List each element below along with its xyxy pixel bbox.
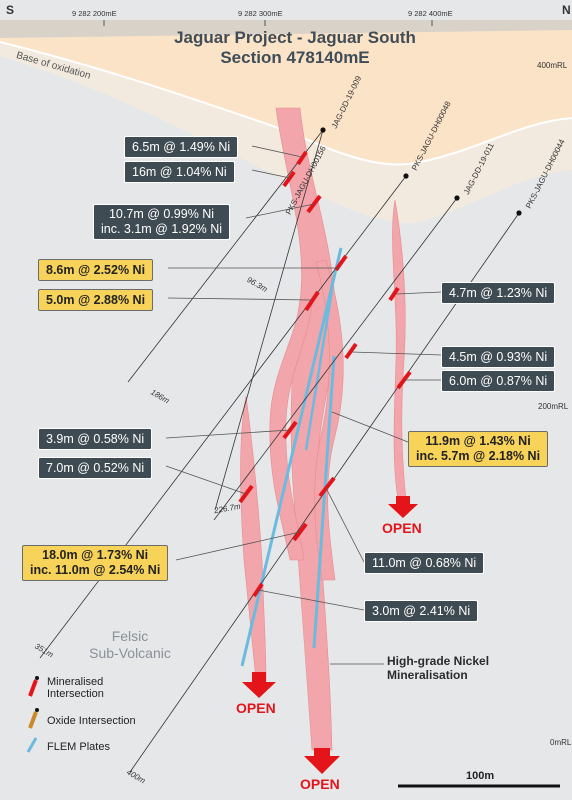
mineralised-intersection [318, 476, 336, 498]
mineralised-intersection [296, 150, 308, 166]
legend-oxide-symbol [28, 711, 38, 729]
intercept-label-highlight: 18.0m @ 1.73% Ni [42, 548, 149, 562]
legend-flem-label: FLEM Plates [47, 741, 110, 753]
intercept-label: 4.7m @ 1.23% Ni [441, 282, 556, 304]
open-label-west: OPEN [236, 700, 276, 716]
intercept-label: 6.5m @ 1.49% Ni [124, 136, 239, 158]
scale-label: 100m [466, 770, 495, 782]
diagram-title: Jaguar Project - Jaguar South [174, 28, 416, 47]
flem-plate [312, 355, 336, 649]
surface-band [0, 20, 572, 38]
flem-plate [240, 247, 343, 667]
legend-mineralised-symbol [28, 679, 38, 697]
intercept-label-highlight: 5.0m @ 2.88% Ni [38, 289, 154, 311]
legend-mineralised-line-1: Mineralised [47, 676, 104, 688]
collar [516, 210, 522, 216]
leader-line [165, 429, 291, 439]
drill-trace-3 [39, 175, 407, 659]
leader-line [331, 411, 409, 443]
leader-line [245, 203, 315, 219]
leader-line [251, 145, 303, 158]
rock-type-line-1: Felsic [111, 628, 149, 644]
legend-oxide-label: Oxide Intersection [47, 715, 136, 727]
rl-400: 400mRL [537, 61, 568, 70]
open-arrow-main [304, 748, 340, 774]
collar [320, 127, 326, 133]
leader-line [325, 487, 365, 563]
drill-trace-4 [213, 197, 458, 521]
intercept-label-highlight: inc. 5.7m @ 2.18% Ni [416, 449, 541, 463]
intercept-label: 10.7m @ 0.99% Ni [108, 207, 215, 221]
legend-mineralised-line-2: Intersection [47, 688, 104, 700]
intercept-label-highlight: 8.6m @ 2.52% Ni [38, 259, 154, 281]
mineralised-intersection [344, 342, 358, 360]
intercept-label-highlight: inc. 11.0m @ 2.54% Ni [30, 563, 161, 577]
grid-easting-2: 9 282 300mE [238, 9, 283, 18]
rl-0: 0mRL [550, 738, 572, 747]
intercept-label: 16m @ 1.04% Ni [124, 161, 235, 183]
intercept-label: inc. 3.1m @ 1.92% Ni [101, 222, 223, 236]
mineralisation-line-1: High-grade Nickel [387, 654, 490, 668]
intercept-label: 11.0m @ 0.68% Ni [364, 552, 485, 574]
collar [454, 195, 460, 201]
intercept-label: 7.0m @ 0.52% Ni [38, 457, 153, 479]
grid-easting-3: 9 282 400mE [408, 9, 453, 18]
legend-oxide-collar [35, 708, 39, 712]
base-of-oxidation-line [0, 41, 572, 166]
corner-south: S [6, 3, 15, 17]
intercept-label-highlight-pair: 11.9m @ 1.43% Ni inc. 5.7m @ 2.18% Ni [408, 431, 549, 467]
open-label-east: OPEN [382, 520, 422, 536]
open-arrow-east [388, 496, 418, 518]
intercept-label: 3.9m @ 0.58% Ni [38, 428, 153, 450]
intercept-label-highlight-pair: 18.0m @ 1.73% Ni inc. 11.0m @ 2.54% Ni [22, 545, 169, 581]
grid-easting-1: 9 282 200mE [72, 9, 117, 18]
intercept-label: 3.0m @ 2.41% Ni [364, 600, 479, 622]
rl-200: 200mRL [538, 402, 569, 411]
intercept-label-highlight: 11.9m @ 1.43% Ni [425, 434, 531, 448]
collar [403, 173, 409, 179]
leader-line [251, 169, 291, 179]
mineralised-intersection [282, 170, 296, 188]
leader-line [257, 589, 365, 611]
ore-lens-west [240, 395, 267, 681]
mineralisation-line-2: Mineralisation [387, 668, 468, 682]
intercept-label: 6.0m @ 0.87% Ni [441, 370, 556, 392]
rock-type-label: Felsic Sub-Volcanic [80, 628, 180, 662]
leader-line [175, 531, 301, 561]
leader-line [351, 351, 443, 356]
leader-line [165, 465, 247, 495]
intercept-label-pair: 10.7m @ 0.99% Ni inc. 3.1m @ 1.92% Ni [93, 204, 231, 240]
legend-mineralised-collar [35, 676, 39, 680]
flem-plate [304, 289, 334, 451]
mineralisation-label: High-grade Nickel Mineralisation [387, 654, 489, 682]
corner-north: N [562, 3, 571, 17]
diagram-subtitle: Section 478140mE [220, 48, 370, 67]
ore-body-west [269, 299, 313, 561]
open-arrow-west [242, 672, 276, 698]
open-label-main: OPEN [300, 776, 340, 792]
drill-trace-2 [214, 129, 324, 511]
mineralised-intersection [388, 286, 400, 302]
rock-type-line-2: Sub-Volcanic [89, 645, 171, 661]
mineralised-intersection [304, 290, 320, 312]
leader-line [167, 297, 313, 301]
leader-line [395, 291, 443, 295]
drill-trace-1 [127, 129, 324, 383]
legend-flem-symbol [26, 737, 38, 753]
intercept-label: 4.5m @ 0.93% Ni [441, 346, 556, 368]
oxide-zone [0, 20, 572, 165]
ore-lens-east [392, 199, 407, 501]
